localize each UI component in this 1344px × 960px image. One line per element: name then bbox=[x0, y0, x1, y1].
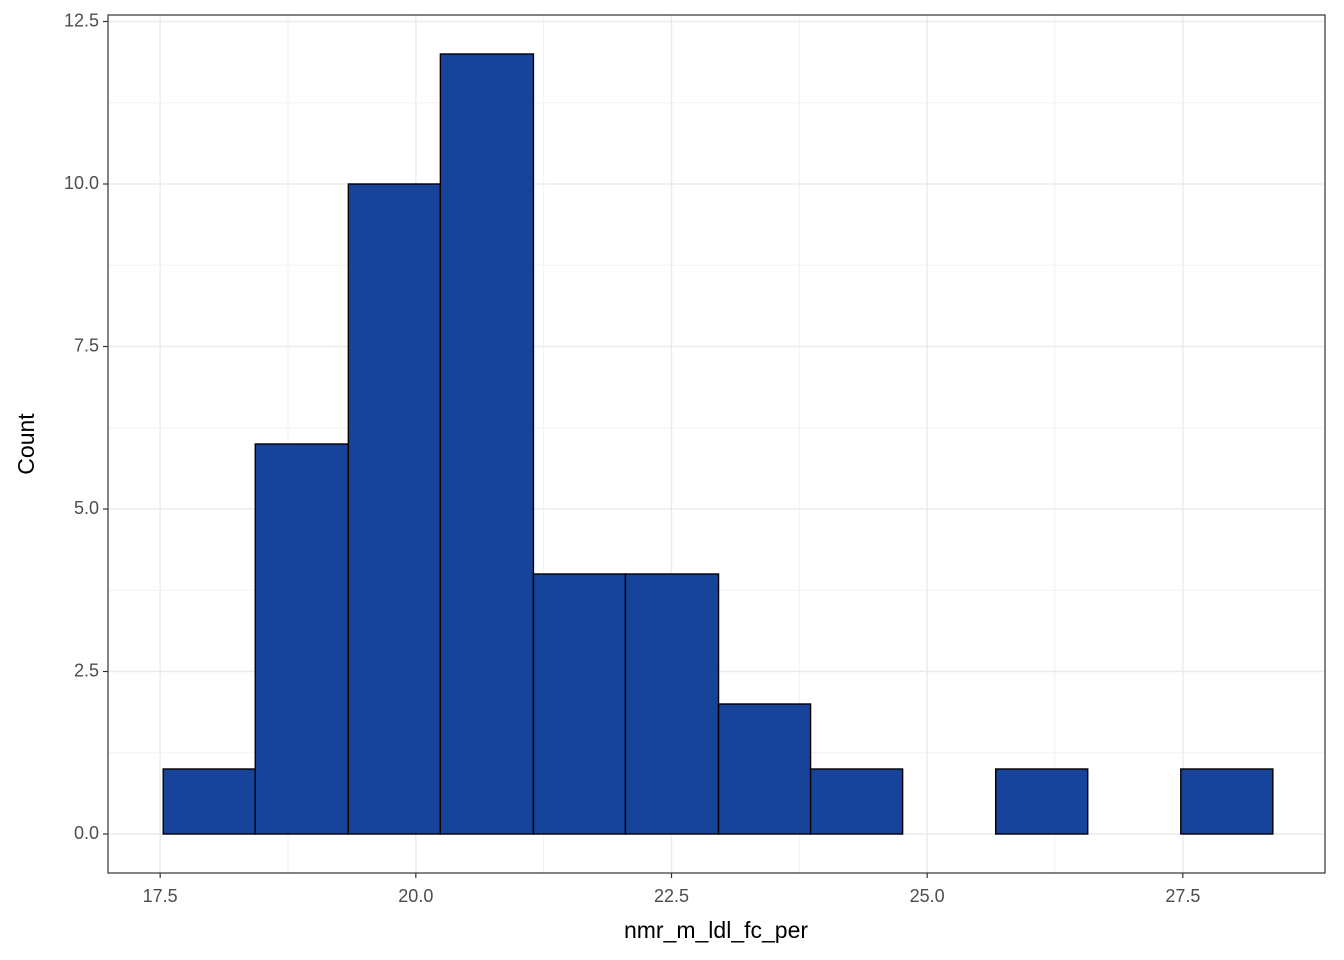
x-tick-label: 20.0 bbox=[398, 886, 433, 906]
y-tick-label: 5.0 bbox=[74, 498, 99, 518]
x-tick-label: 25.0 bbox=[910, 886, 945, 906]
bars bbox=[162, 53, 1274, 835]
y-tick-label: 10.0 bbox=[64, 173, 99, 193]
histogram-bar bbox=[532, 573, 627, 835]
y-tick-label: 2.5 bbox=[74, 660, 99, 680]
histogram-bar bbox=[1180, 768, 1274, 835]
histogram-bar bbox=[347, 183, 442, 835]
histogram-bar bbox=[809, 768, 904, 835]
y-axis-title: Count bbox=[13, 413, 39, 475]
y-tick-label: 0.0 bbox=[74, 823, 99, 843]
histogram-bar bbox=[994, 768, 1089, 835]
histogram-bar bbox=[162, 768, 256, 835]
y-tick-label: 7.5 bbox=[74, 335, 99, 355]
x-axis-title: nmr_m_ldl_fc_per bbox=[624, 917, 808, 943]
panel-border bbox=[107, 14, 1326, 874]
y-tick-label: 12.5 bbox=[64, 10, 99, 30]
histogram-bar bbox=[717, 703, 812, 835]
histogram-bar bbox=[439, 53, 535, 835]
x-tick-label: 27.5 bbox=[1165, 886, 1200, 906]
histogram-bar bbox=[624, 573, 720, 835]
histogram-bar bbox=[254, 443, 350, 835]
x-tick-label: 17.5 bbox=[143, 886, 178, 906]
x-tick-label: 22.5 bbox=[654, 886, 689, 906]
